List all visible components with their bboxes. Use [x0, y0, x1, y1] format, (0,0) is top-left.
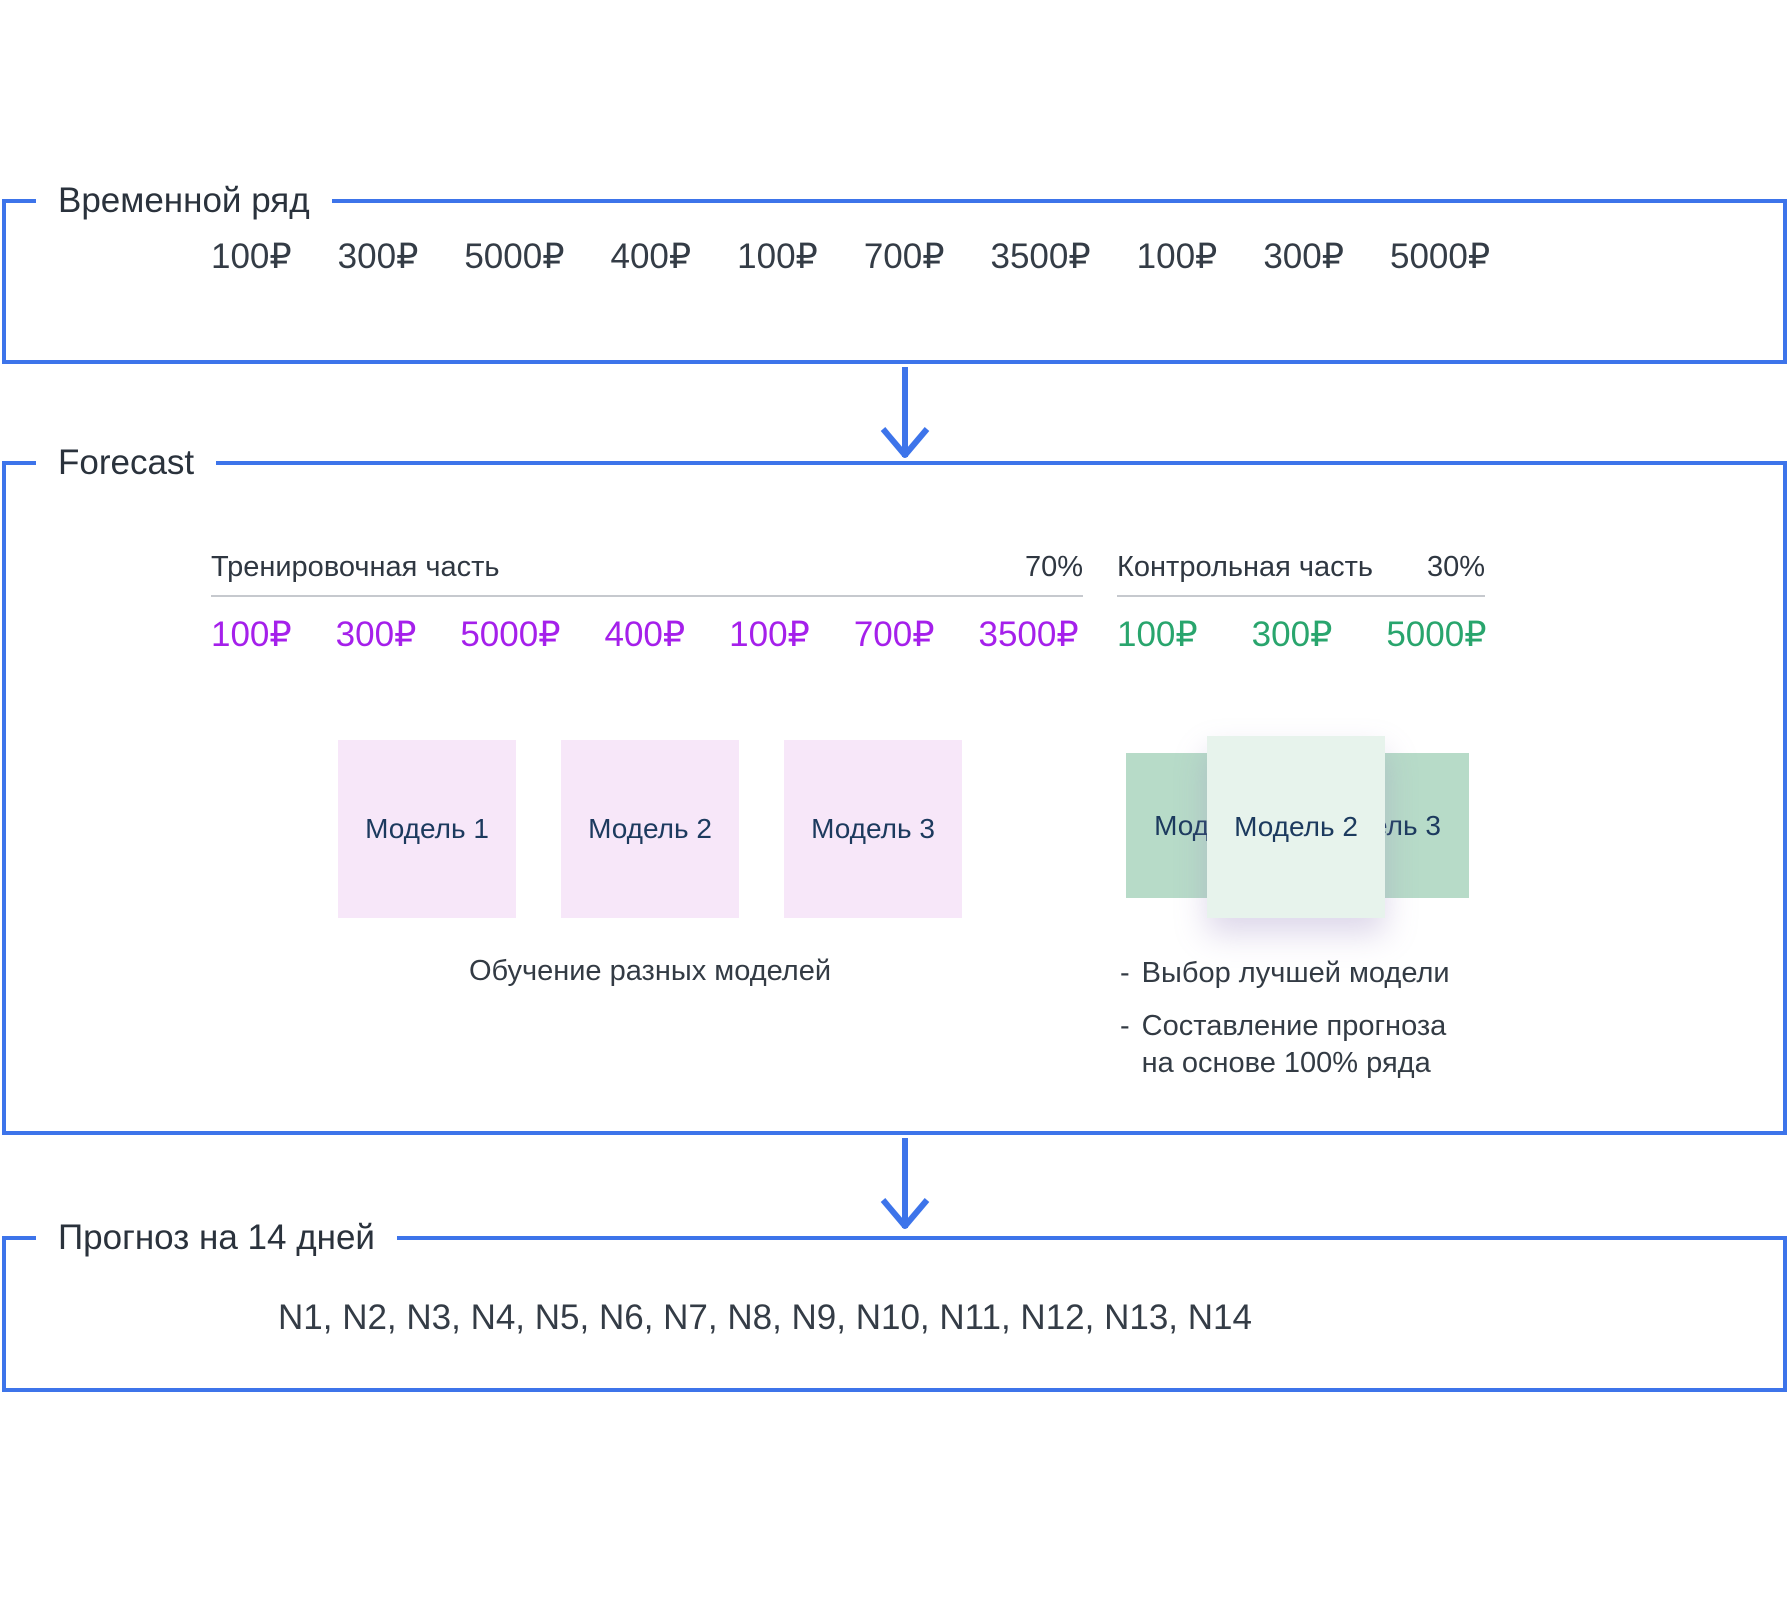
training-value: 700₽ — [853, 615, 935, 654]
control-value: 100₽ — [1117, 615, 1198, 654]
training-part-percent: 70% — [1024, 551, 1083, 583]
time-series-value: 100₽ — [737, 237, 818, 276]
control-part-underline — [1117, 595, 1485, 597]
time-series-box: Временной ряд 100₽ 300₽ 5000₽ 400₽ 100₽ … — [2, 179, 1787, 364]
training-part-underline — [211, 595, 1083, 597]
control-part-label: Контрольная часть — [1117, 551, 1374, 583]
model-3-label: Модель 3 — [811, 813, 935, 844]
training-value: 100₽ — [211, 615, 292, 654]
control-part-header: Контрольная часть 30% — [1117, 551, 1485, 584]
time-series-value: 100₽ — [211, 237, 292, 276]
selection-note-text: Выбор лучшей модели — [1141, 957, 1450, 989]
model-2-label: Модель 2 — [588, 813, 712, 844]
selected-model-2-label: Модель 2 — [1234, 811, 1358, 842]
training-values-row: 100₽ 300₽ 5000₽ 400₽ 100₽ 700₽ 3500₽ — [211, 615, 1079, 655]
model-1-card: Модель 1 — [338, 740, 516, 918]
forecast-box-title: Forecast — [36, 441, 217, 485]
forecast-box: Forecast Тренировочная часть 70% Контрол… — [2, 441, 1787, 1135]
bullet-marker: - — [1120, 957, 1130, 989]
time-series-box-title: Временной ряд — [36, 179, 332, 223]
training-caption: Обучение разных моделей — [468, 955, 832, 987]
time-series-value: 5000₽ — [1389, 237, 1491, 276]
control-value: 300₽ — [1251, 615, 1333, 654]
bullet-marker: - — [1120, 1010, 1130, 1042]
training-value: 100₽ — [729, 615, 810, 654]
selected-model-2-card: Модель 2 — [1207, 736, 1385, 918]
time-series-value: 300₽ — [337, 237, 419, 276]
training-value: 3500₽ — [978, 615, 1079, 654]
forecast-result-box: Прогноз на 14 дней N1, N2, N3, N4, N5, N… — [2, 1216, 1787, 1392]
time-series-values-row: 100₽ 300₽ 5000₽ 400₽ 100₽ 700₽ 3500₽ 100… — [211, 237, 1490, 277]
training-value: 5000₽ — [460, 615, 561, 654]
selection-note: - Выбор лучшей модели — [1120, 955, 1450, 992]
selection-notes: - Выбор лучшей модели - Составление прог… — [1120, 955, 1450, 1082]
training-value: 400₽ — [604, 615, 686, 654]
control-part-percent: 30% — [1426, 551, 1485, 583]
time-series-value: 3500₽ — [990, 237, 1091, 276]
time-series-value: 700₽ — [863, 237, 945, 276]
time-series-value: 5000₽ — [464, 237, 565, 276]
selection-note-text: Составление прогноза на основе 100% ряда — [1141, 1010, 1447, 1079]
training-value: 300₽ — [335, 615, 417, 654]
training-part-header: Тренировочная часть 70% — [211, 551, 1083, 584]
control-values-row: 100₽ 300₽ 5000₽ — [1117, 615, 1486, 655]
time-series-value: 300₽ — [1263, 237, 1344, 276]
forecast-result-values: N1, N2, N3, N4, N5, N6, N7, N8, N9, N10,… — [278, 1298, 1252, 1337]
down-arrow-icon — [880, 367, 930, 458]
down-arrow-icon — [880, 1138, 930, 1229]
model-1-label: Модель 1 — [365, 813, 489, 844]
selection-note: - Составление прогноза на основе 100% ря… — [1120, 1008, 1450, 1082]
model-2-card: Модель 2 — [561, 740, 739, 918]
model-3-card: Модель 3 — [784, 740, 962, 918]
forecast-result-box-title: Прогноз на 14 дней — [36, 1216, 397, 1260]
time-series-value: 400₽ — [610, 237, 692, 276]
control-value: 5000₽ — [1386, 615, 1487, 654]
training-part-label: Тренировочная часть — [211, 551, 500, 583]
time-series-value: 100₽ — [1136, 237, 1218, 276]
